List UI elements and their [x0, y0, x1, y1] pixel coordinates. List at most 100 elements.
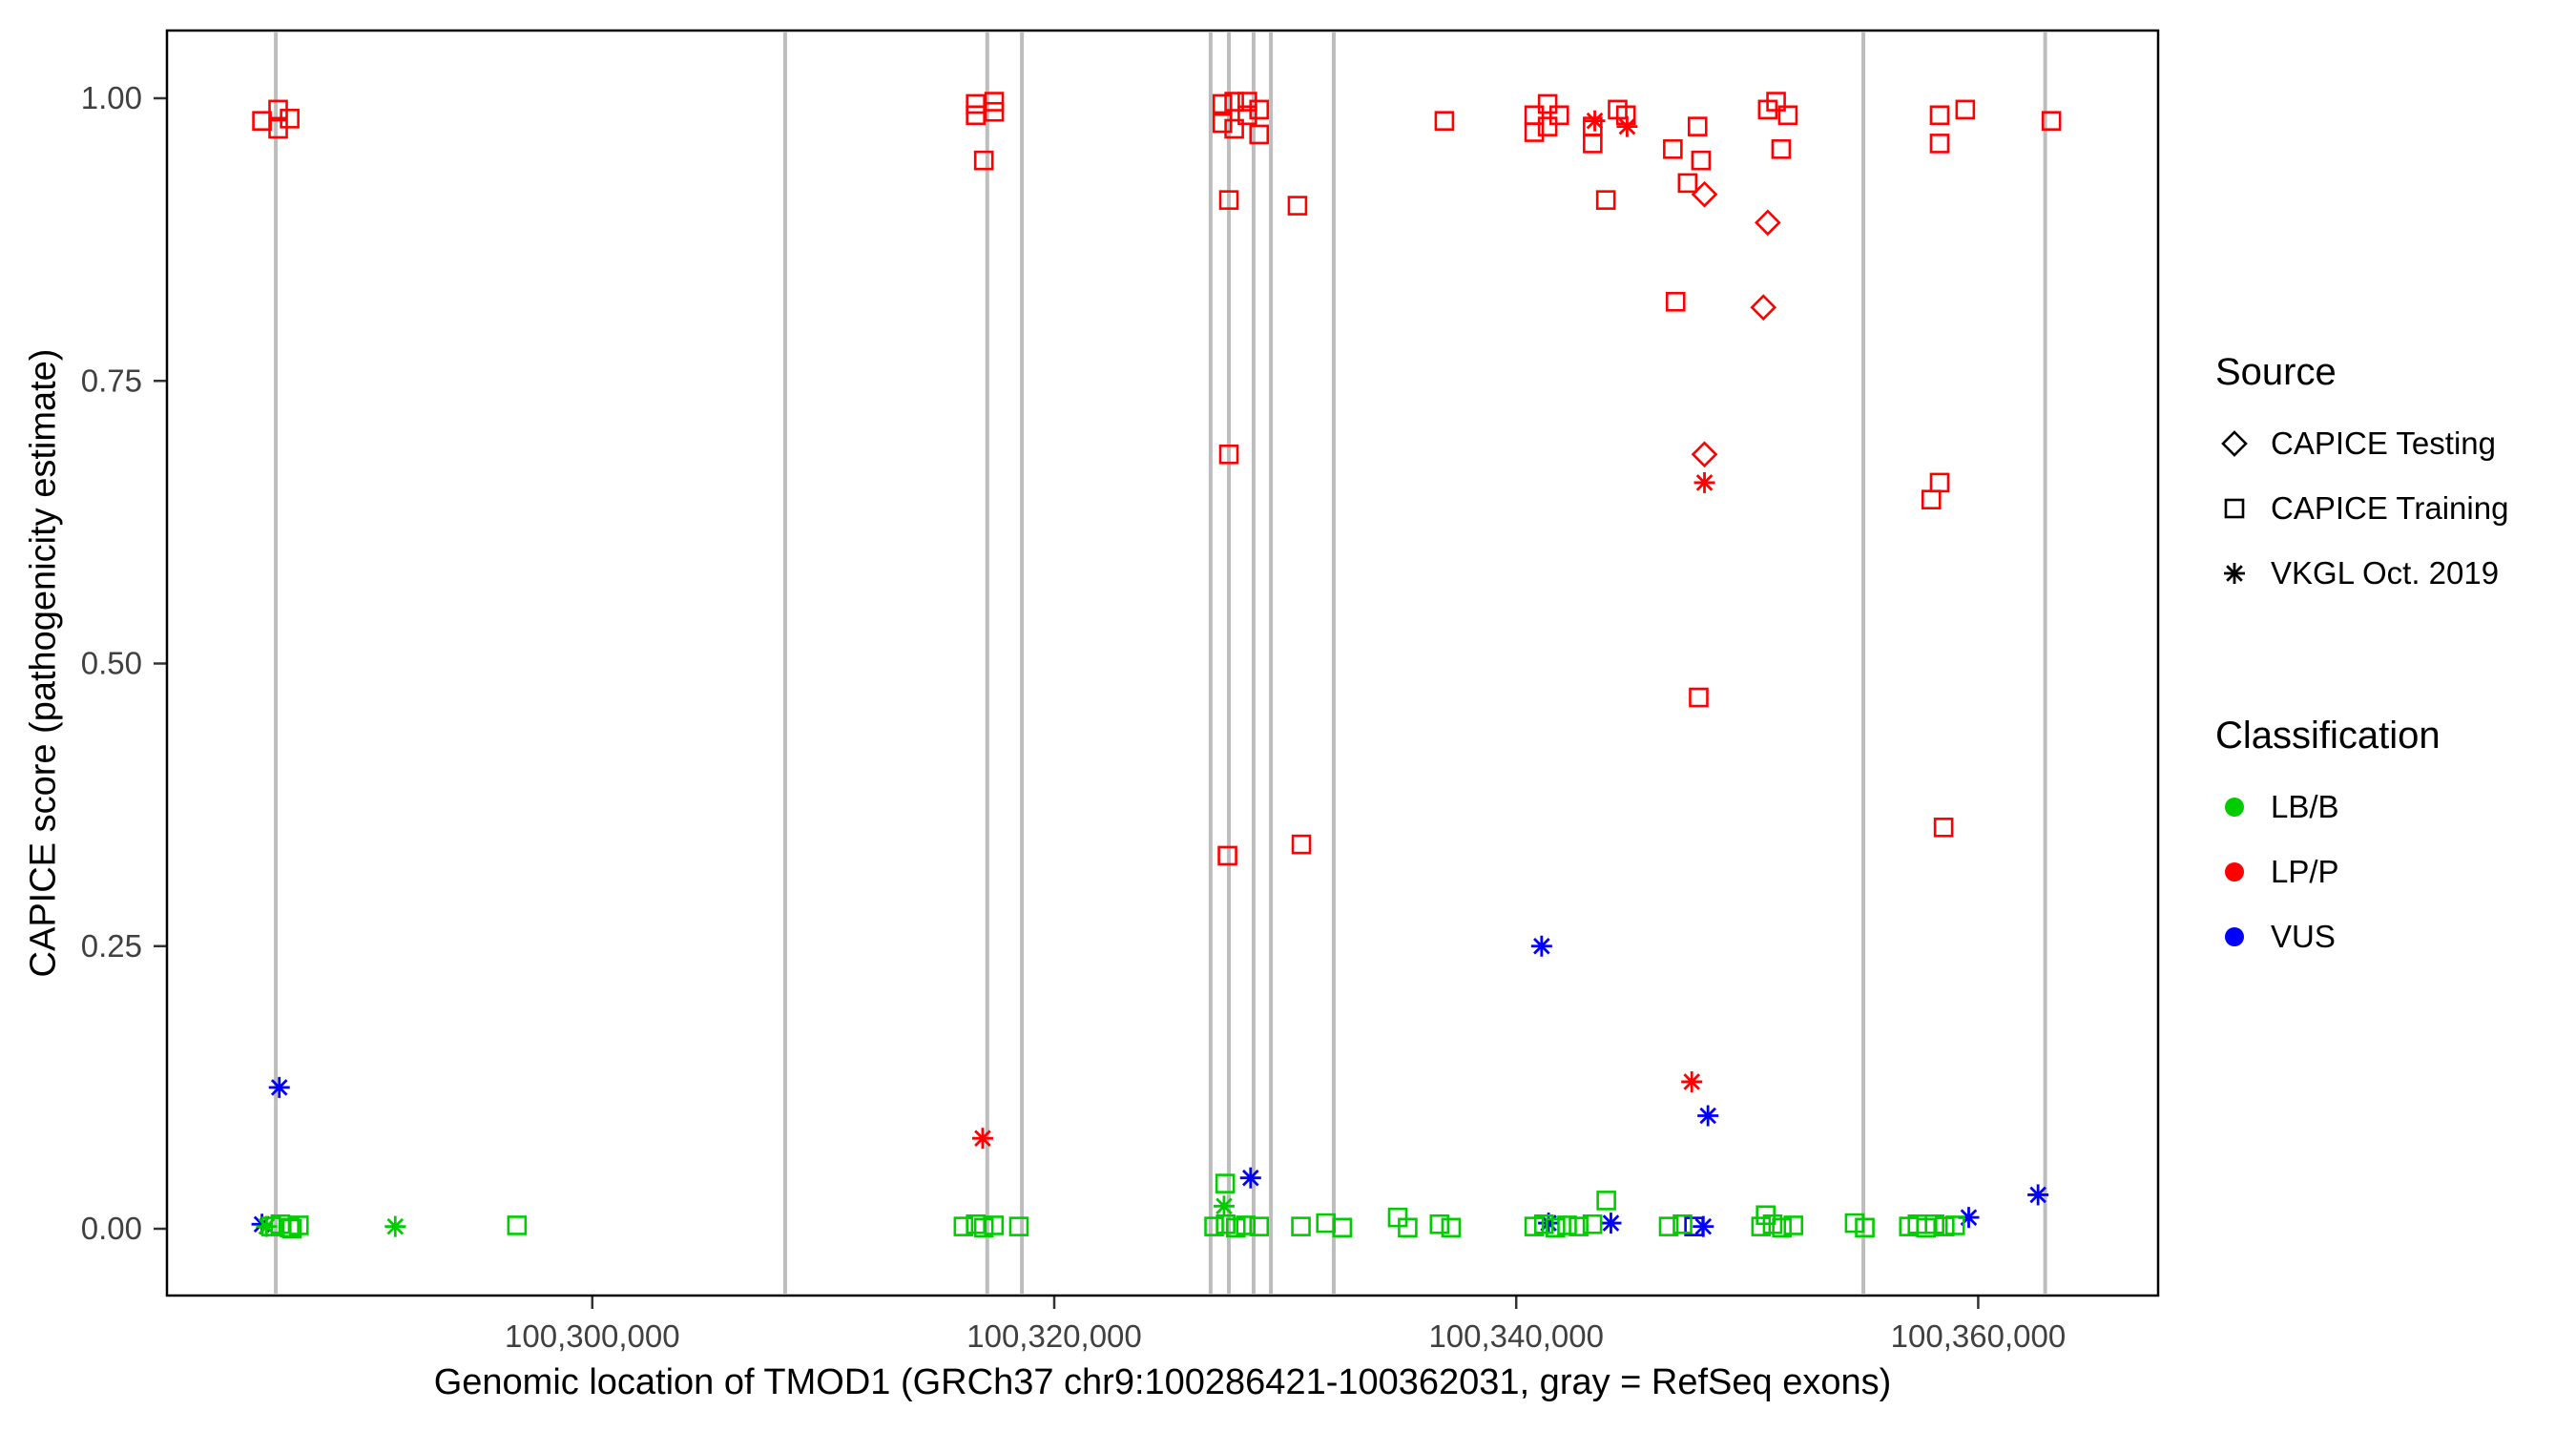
panel-border — [165, 29, 2160, 1297]
data-point-square — [1684, 1216, 1704, 1236]
data-point-diamond — [1691, 180, 1718, 208]
x-axis-tick-label: 100,320,000 — [966, 1318, 1142, 1354]
data-point-square — [1677, 173, 1698, 194]
data-point-square — [1921, 489, 1942, 509]
data-point-asterisk — [2029, 1186, 2046, 1204]
data-point-square — [1237, 105, 1257, 126]
data-point-square — [1249, 99, 1270, 120]
legend-item-vkgl: VKGL Oct. 2019 — [2215, 554, 2508, 592]
data-point-square — [1533, 1213, 1554, 1234]
data-point-square — [1751, 1216, 1772, 1236]
data-point-asterisk — [1699, 1107, 1716, 1125]
data-point-square — [1217, 845, 1237, 866]
data-point-square — [1291, 1216, 1311, 1236]
data-point-square — [1595, 190, 1616, 210]
data-point-square — [2041, 111, 2062, 131]
legend-item-capice-training: CAPICE Training — [2215, 489, 2508, 528]
data-point-square — [1212, 93, 1233, 114]
diamond-glyph — [2221, 430, 2248, 457]
data-point-asterisk — [1241, 1169, 1259, 1187]
data-point-square — [1929, 472, 1950, 493]
data-point-square — [1224, 118, 1244, 139]
square-icon — [2224, 498, 2245, 519]
data-point-square — [1568, 1216, 1589, 1236]
data-point-asterisk — [1602, 1214, 1620, 1232]
y-axis-tick-label: 0.25 — [81, 928, 142, 964]
legend-panel: Source CAPICE Testing CAPICE Training — [2215, 351, 2508, 983]
data-point-square — [1537, 116, 1558, 136]
data-point-square — [1215, 1213, 1236, 1234]
data-point-diamond — [1750, 294, 1777, 321]
y-axis-title: CAPICE score (pathogenicity estimate) — [23, 348, 64, 978]
data-point-square — [1429, 1213, 1450, 1234]
green-dot-icon — [2225, 798, 2244, 817]
data-point-square — [1935, 1216, 1955, 1236]
blue-dot-glyph — [2225, 927, 2244, 946]
x-axis-tick-label: 100,360,000 — [1891, 1318, 2067, 1354]
legend-item-label-capice-testing: CAPICE Testing — [2271, 425, 2496, 461]
data-point-square — [252, 111, 272, 131]
data-point-square — [1218, 444, 1239, 465]
data-point-square — [1929, 105, 1950, 126]
legend-item-capice-testing: CAPICE Testing — [2215, 425, 2508, 463]
data-point-square — [973, 1217, 994, 1238]
data-point-square — [1783, 1215, 1804, 1235]
data-point-square — [1441, 1217, 1462, 1238]
data-point-square — [1755, 1205, 1776, 1226]
asterisk-icon — [2224, 563, 2245, 584]
data-point-square — [1691, 150, 1712, 171]
data-point-square — [953, 1216, 974, 1236]
data-point-square — [1582, 1213, 1603, 1234]
y-axis-tick-label: 1.00 — [81, 80, 142, 115]
data-point-square — [281, 1218, 302, 1239]
data-point-square — [1955, 99, 1976, 120]
data-point-square — [1332, 1217, 1353, 1238]
data-point-square — [1658, 1216, 1679, 1236]
data-point-square — [1855, 1217, 1875, 1238]
data-point-square — [984, 92, 1005, 112]
data-point-square — [1557, 1215, 1577, 1235]
legend-item-label-lbb: LB/B — [2271, 789, 2339, 824]
data-point-asterisk — [974, 1130, 991, 1147]
legend-item-label-lpp: LP/P — [2271, 854, 2339, 889]
data-point-square — [966, 93, 986, 114]
data-point-asterisk — [1586, 112, 1604, 130]
legend-item-label-vkgl: VKGL Oct. 2019 — [2271, 555, 2500, 591]
data-point-square — [1583, 134, 1603, 154]
data-point-square — [984, 101, 1005, 122]
data-point-square — [1398, 1217, 1418, 1238]
data-point-square — [1546, 1217, 1566, 1238]
red-dot-icon — [2225, 862, 2244, 881]
legend-item-vus: VUS — [2215, 918, 2508, 956]
data-point-square — [1687, 116, 1708, 136]
x-axis-tick-label: 100,300,000 — [505, 1318, 680, 1354]
data-point-square — [1215, 1173, 1236, 1193]
data-point-asterisk — [1215, 1197, 1233, 1215]
x-axis-title: Genomic location of TMOD1 (GRCh37 chr9:1… — [433, 1362, 1892, 1402]
legend-classification-title: Classification — [2215, 715, 2441, 757]
data-point-square — [1689, 687, 1709, 708]
data-point-square — [1287, 196, 1308, 216]
data-point-square — [507, 1215, 528, 1235]
data-point-square — [1672, 1213, 1693, 1234]
data-point-square — [1665, 291, 1686, 312]
data-point-square — [1224, 92, 1244, 112]
data-point-square — [289, 1215, 309, 1235]
data-point-square — [1537, 93, 1558, 114]
data-point-square — [1844, 1213, 1865, 1234]
data-point-square — [1771, 139, 1792, 159]
data-point-asterisk — [270, 1079, 288, 1096]
legend-item-lpp: LP/P — [2215, 853, 2508, 891]
data-point-square — [973, 150, 994, 171]
data-point-square — [1596, 1191, 1616, 1211]
data-point-square — [1249, 124, 1270, 145]
legend-item-label-vus: VUS — [2271, 919, 2336, 954]
data-point-square — [1434, 111, 1455, 131]
asterisk-glyph — [2224, 563, 2245, 584]
legend-source-title: Source — [2215, 351, 2337, 393]
data-point-diamond — [1691, 441, 1718, 468]
data-point-square — [1757, 99, 1778, 120]
data-point-square — [1777, 105, 1798, 126]
data-point-square — [1204, 1216, 1224, 1236]
